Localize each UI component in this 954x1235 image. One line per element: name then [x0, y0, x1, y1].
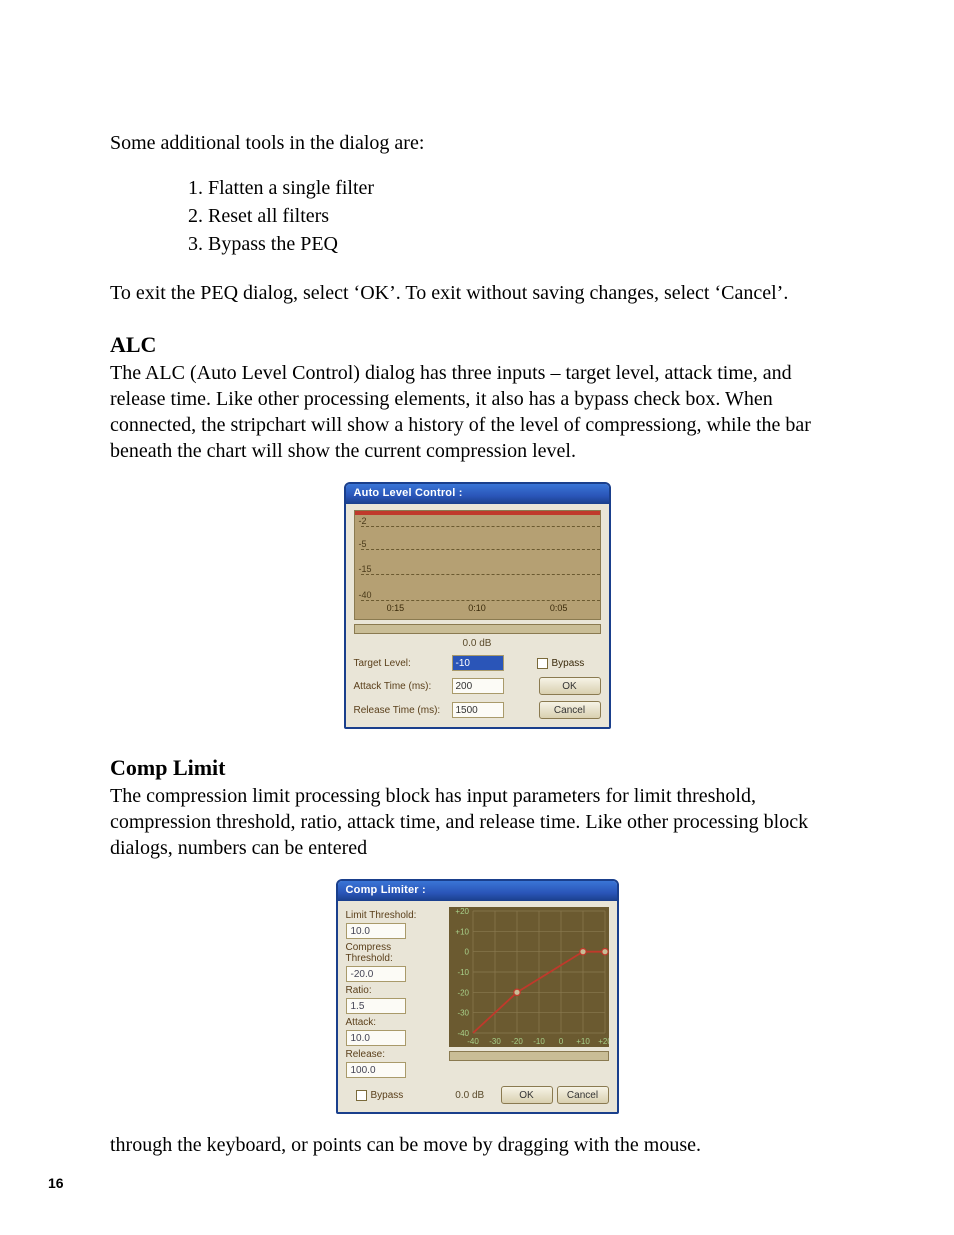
svg-text:-30: -30: [489, 1037, 501, 1046]
tool-list: 1. Flatten a single filter2. Reset all f…: [110, 174, 844, 258]
stripchart-xtick-label: 0:10: [468, 603, 486, 619]
comp-field-input[interactable]: 1.5: [346, 998, 406, 1014]
svg-text:+10: +10: [576, 1037, 590, 1046]
alc-paragraph: The ALC (Auto Level Control) dialog has …: [110, 360, 844, 464]
svg-text:+20: +20: [455, 907, 469, 916]
stripchart-xticks: 0:15 0:10 0:05: [355, 603, 600, 619]
alc-stripchart: 0:15 0:10 0:05 -2 -5 -15 -40: [354, 510, 601, 620]
comp-field-input[interactable]: -20.0: [346, 966, 406, 982]
stripchart-gridline: -15: [361, 574, 600, 575]
alc-levelbar: [354, 624, 601, 634]
stripchart-ytick-label: -5: [359, 539, 367, 549]
comp-chart-handle[interactable]: [513, 989, 519, 995]
comp-field-label: Limit Threshold:: [346, 910, 441, 921]
svg-text:-30: -30: [457, 1009, 469, 1018]
comp-field-input[interactable]: 10.0: [346, 1030, 406, 1046]
alc-dialog-wrap: Auto Level Control : 0:15 0:10 0:05 -2 -5 -1…: [110, 482, 844, 729]
comp-heading: Comp Limit: [110, 755, 844, 781]
page-number: 16: [48, 1175, 64, 1191]
comp-right-panel: -40-30-20-100+10+20-40-30-20-100+10+20: [449, 907, 609, 1078]
comp-dialog: Comp Limiter : Limit Threshold: 10.0 Compr…: [336, 879, 619, 1114]
alc-bypass-checkbox[interactable]: Bypass: [537, 658, 601, 669]
svg-text:0: 0: [558, 1037, 563, 1046]
alc-heading: ALC: [110, 332, 844, 358]
stripchart-gridline: -40: [361, 600, 600, 601]
checkbox-icon: [537, 658, 548, 669]
stripchart-ytick-label: -40: [359, 590, 372, 600]
stripchart-xtick-label: 0:05: [550, 603, 568, 619]
comp-field-input[interactable]: 10.0: [346, 923, 406, 939]
comp-cancel-button[interactable]: Cancel: [557, 1086, 609, 1104]
comp-db-label: 0.0 dB: [447, 1090, 493, 1101]
stripchart-gridline: -2: [361, 526, 600, 527]
bypass-label-text: Bypass: [371, 1090, 404, 1101]
target-level-input[interactable]: -10: [452, 655, 504, 671]
alc-dialog: Auto Level Control : 0:15 0:10 0:05 -2 -5 -1…: [344, 482, 611, 729]
comp-field-label: Release:: [346, 1049, 441, 1060]
stripchart-ytick-label: -15: [359, 564, 372, 574]
stripchart-ytick-label: -2: [359, 516, 367, 526]
comp-chart-svg: -40-30-20-100+10+20-40-30-20-100+10+20: [449, 907, 609, 1047]
svg-text:+10: +10: [455, 927, 469, 936]
stripchart-gridline: -5: [361, 549, 600, 550]
alc-db-label: 0.0 dB: [354, 638, 601, 649]
exit-paragraph: To exit the PEQ dialog, select ‘OK’. To …: [110, 280, 844, 306]
stripchart-topline: [355, 511, 600, 515]
comp-titlebar[interactable]: Comp Limiter :: [338, 881, 617, 901]
checkbox-icon: [356, 1090, 367, 1101]
release-time-label: Release Time (ms):: [354, 705, 446, 716]
svg-text:-10: -10: [533, 1037, 545, 1046]
release-time-input[interactable]: 1500: [452, 702, 504, 718]
comp-left-panel: Limit Threshold: 10.0 Compress Threshold: -…: [346, 907, 441, 1078]
comp-chart-handle[interactable]: [601, 948, 607, 954]
comp-field-label: Compress Threshold:: [346, 942, 441, 964]
intro-paragraph: Some additional tools in the dialog are:: [110, 130, 844, 156]
attack-time-label: Attack Time (ms):: [354, 681, 446, 692]
list-item: 2. Reset all filters: [188, 202, 844, 230]
comp-chart-handle[interactable]: [579, 948, 585, 954]
svg-text:0: 0: [464, 948, 469, 957]
svg-text:-10: -10: [457, 968, 469, 977]
target-level-label: Target Level:: [354, 658, 446, 669]
comp-dialog-wrap: Comp Limiter : Limit Threshold: 10.0 Compr…: [110, 879, 844, 1114]
comp-trailing-paragraph: through the keyboard, or points can be m…: [110, 1132, 844, 1158]
alc-ok-button[interactable]: OK: [539, 677, 601, 695]
comp-field-input[interactable]: 100.0: [346, 1062, 406, 1078]
svg-text:-40: -40: [467, 1037, 479, 1046]
svg-text:-20: -20: [457, 988, 469, 997]
comp-levelbar: [449, 1051, 609, 1061]
comp-chart[interactable]: -40-30-20-100+10+20-40-30-20-100+10+20: [449, 907, 609, 1047]
svg-text:+20: +20: [598, 1037, 609, 1046]
list-item: 3. Bypass the PEQ: [188, 230, 844, 258]
list-item: 1. Flatten a single filter: [188, 174, 844, 202]
comp-field-label: Attack:: [346, 1017, 441, 1028]
alc-titlebar[interactable]: Auto Level Control :: [346, 484, 609, 504]
alc-cancel-button[interactable]: Cancel: [539, 701, 601, 719]
document-page: Some additional tools in the dialog are:…: [0, 0, 954, 1235]
bypass-label-text: Bypass: [552, 658, 585, 669]
comp-bypass-checkbox[interactable]: Bypass: [346, 1090, 439, 1101]
comp-ok-button[interactable]: OK: [501, 1086, 553, 1104]
comp-field-label: Ratio:: [346, 985, 441, 996]
attack-time-input[interactable]: 200: [452, 678, 504, 694]
comp-paragraph: The compression limit processing block h…: [110, 783, 844, 861]
stripchart-xtick-label: 0:15: [387, 603, 405, 619]
svg-text:-20: -20: [511, 1037, 523, 1046]
